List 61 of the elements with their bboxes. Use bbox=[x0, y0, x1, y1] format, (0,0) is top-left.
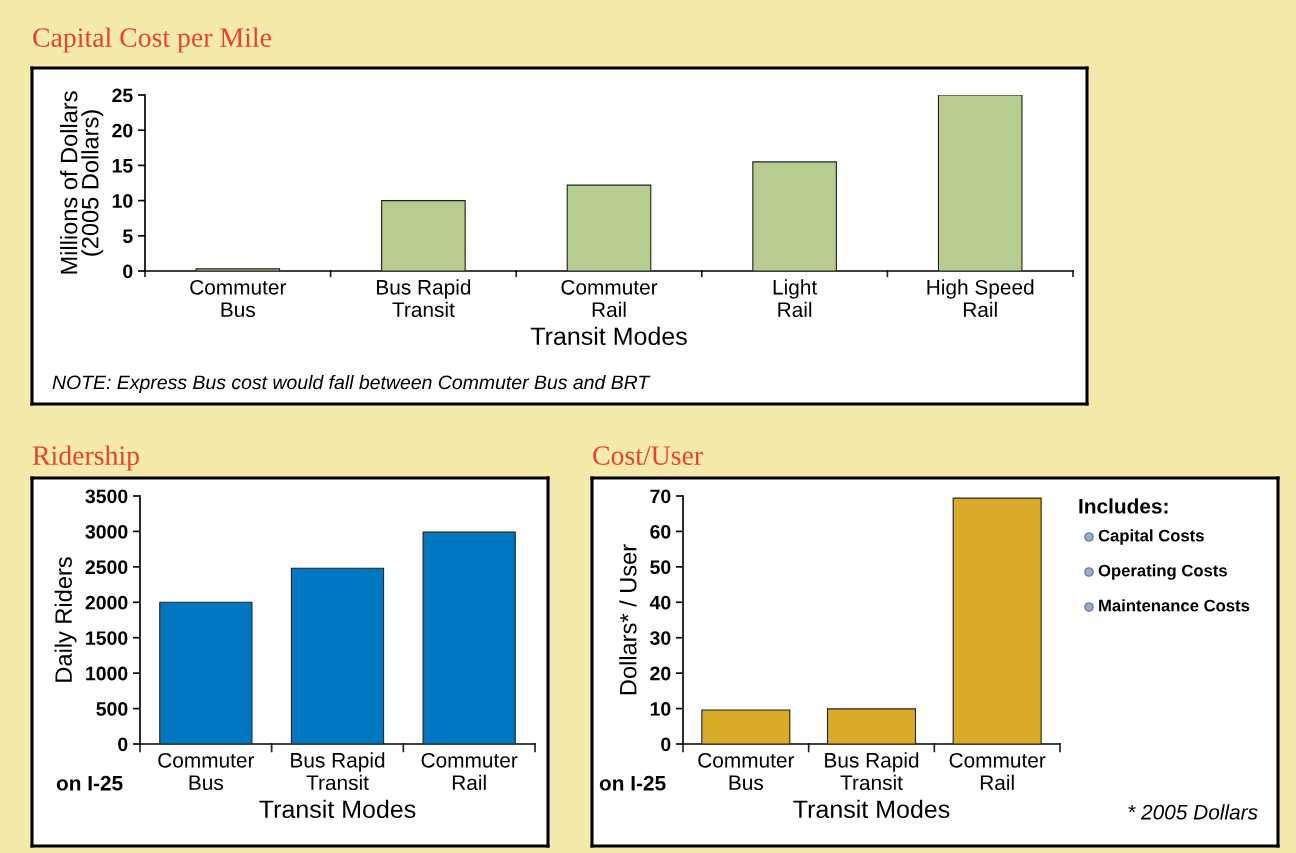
y-tick-label: 60 bbox=[650, 524, 671, 539]
y-tick-label: 3500 bbox=[85, 489, 128, 504]
x-tick-label: Commuter Bus bbox=[158, 752, 255, 791]
y-tick-label: 70 bbox=[650, 489, 671, 504]
y-tick-label: 2500 bbox=[85, 560, 128, 575]
y-tick-label: 20 bbox=[650, 666, 671, 681]
y-tick-label: 1000 bbox=[86, 666, 128, 681]
text: NOTE: Express Bus cost would fall between Commuter Bus and BRT bbox=[52, 374, 651, 394]
text: Capital Costs bbox=[1098, 529, 1204, 545]
chart-title: Capital Cost per Mile bbox=[33, 27, 271, 53]
text: on I-25 bbox=[56, 775, 123, 791]
y-tick-label: 30 bbox=[650, 631, 671, 645]
x-axis-title: Transit Modes bbox=[530, 326, 687, 346]
text: Maintenance Costs bbox=[1099, 599, 1250, 612]
x-tick-label: Commuter Rail bbox=[561, 279, 658, 318]
text: * 2005 Dollars bbox=[1128, 804, 1258, 820]
text: Includes: bbox=[1079, 498, 1168, 514]
y-tick-label: 0 bbox=[118, 737, 128, 752]
bar bbox=[422, 531, 516, 744]
y-tick-label: 25 bbox=[112, 88, 133, 103]
bar bbox=[159, 601, 253, 744]
bar bbox=[826, 708, 917, 744]
y-tick-label: 500 bbox=[96, 702, 128, 716]
y-tick-label: 20 bbox=[112, 123, 133, 138]
x-tick-label: Light Rail bbox=[773, 279, 818, 318]
y-axis-title: Daily Riders bbox=[54, 557, 77, 682]
y-tick-label: 0 bbox=[661, 737, 671, 752]
chart-title: Cost/User bbox=[593, 446, 703, 465]
text: on I-25 bbox=[599, 775, 666, 791]
x-tick-label: Commuter Rail bbox=[421, 752, 518, 791]
y-tick-label: 0 bbox=[123, 264, 133, 279]
bar bbox=[952, 497, 1042, 744]
x-tick-label: High Speed Rail bbox=[927, 279, 1034, 318]
y-tick-label: 15 bbox=[112, 159, 133, 173]
bar bbox=[566, 184, 652, 271]
x-axis-title: Transit Modes bbox=[259, 799, 416, 819]
x-tick-label: Bus Rapid Transit bbox=[291, 752, 385, 791]
y-tick-label: 1500 bbox=[86, 631, 128, 645]
x-tick-label: Bus Rapid Transit bbox=[825, 752, 919, 791]
y-tick-label: 40 bbox=[649, 595, 671, 610]
x-axis-title: Transit Modes bbox=[793, 799, 950, 819]
x-tick-label: Commuter Bus bbox=[698, 752, 795, 791]
bar bbox=[290, 567, 385, 744]
y-tick-label: 3000 bbox=[85, 524, 128, 539]
x-tick-label: Commuter Bus bbox=[190, 279, 287, 318]
bar bbox=[937, 95, 1023, 271]
y-tick-label: 2000 bbox=[85, 595, 128, 610]
bar bbox=[195, 268, 281, 271]
y-axis-title: Millions of Dollars (2005 Dollars) bbox=[60, 91, 104, 274]
y-tick-label: 10 bbox=[112, 194, 133, 208]
y-tick-label: 50 bbox=[650, 560, 671, 575]
y-tick-label: 5 bbox=[122, 229, 133, 244]
y-axis-title: Dollars* / User bbox=[619, 544, 637, 695]
x-tick-label: Commuter Rail bbox=[949, 752, 1046, 791]
bar bbox=[701, 709, 791, 744]
chart-title: Ridership bbox=[32, 445, 139, 471]
bar bbox=[752, 161, 837, 271]
bar bbox=[381, 200, 466, 271]
text: Operating Costs bbox=[1098, 564, 1227, 580]
x-tick-label: Bus Rapid Transit bbox=[377, 279, 471, 318]
y-tick-label: 10 bbox=[650, 702, 671, 716]
